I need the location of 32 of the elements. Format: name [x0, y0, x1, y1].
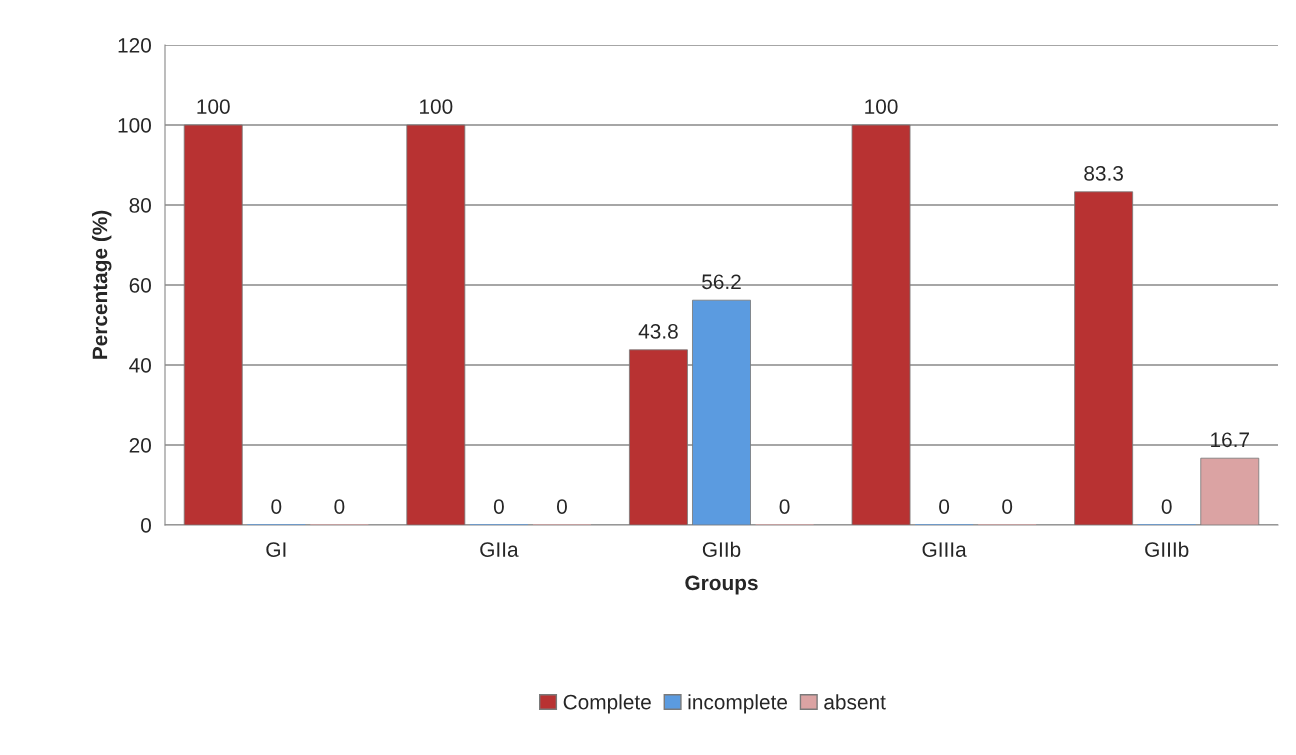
- data-label: 0: [779, 499, 790, 514]
- x-tick-label: GIIIb: [1145, 541, 1189, 557]
- legend-label: Complete: [563, 694, 651, 714]
- x-tick-label: GIIa: [480, 542, 519, 557]
- legend-label: incomplete: [688, 694, 788, 714]
- data-label: 56.2: [702, 274, 741, 290]
- y-tick-label: 120: [118, 38, 151, 53]
- x-axis-title: Groups: [685, 575, 758, 595]
- y-tick-label: 80: [129, 198, 151, 213]
- x-tick-label: GIIIa: [922, 542, 967, 557]
- data-label: 0: [334, 499, 345, 514]
- data-label: 0: [939, 499, 950, 514]
- data-label: 0: [556, 499, 567, 514]
- y-tick-label: 60: [129, 278, 151, 293]
- legend-label: absent: [824, 694, 886, 710]
- y-axis-title: Percentage (%): [91, 210, 112, 359]
- y-tick-label: 20: [129, 438, 151, 453]
- data-label: 0: [493, 499, 504, 514]
- data-label: 83.3: [1084, 165, 1123, 181]
- data-label: 100: [420, 99, 453, 114]
- x-tick-label: GI: [266, 542, 286, 557]
- data-label: 100: [197, 99, 230, 114]
- y-tick-label: 100: [118, 118, 151, 133]
- data-label: 0: [1161, 499, 1172, 514]
- data-label: 100: [865, 99, 898, 114]
- y-tick-label: 0: [141, 518, 151, 533]
- y-tick-label: 40: [129, 358, 151, 373]
- data-label: 16.7: [1211, 432, 1249, 448]
- data-label: 43.8: [638, 323, 678, 339]
- data-label: 0: [271, 499, 282, 514]
- x-tick-label: GIIb: [702, 541, 741, 557]
- data-label: 0: [1002, 499, 1013, 514]
